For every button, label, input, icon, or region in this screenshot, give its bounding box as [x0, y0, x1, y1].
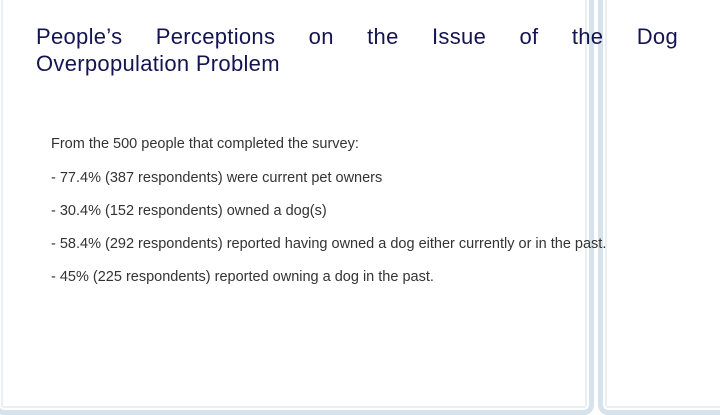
slide-title: People’s Perceptions on the Issue of the… — [36, 23, 678, 77]
bullet-pet-owners: - 77.4% (387 respondents) were current p… — [51, 170, 383, 186]
survey-intro: From the 500 people that completed the s… — [51, 136, 359, 152]
bullet-dog-owners: - 30.4% (152 respondents) owned a dog(s) — [51, 203, 327, 219]
slide-title-line-2: Overpopulation Problem — [36, 51, 280, 76]
slide-title-line-1: People’s Perceptions on the Issue of the… — [36, 24, 678, 49]
bullet-ever-owned-dog: - 58.4% (292 respondents) reported havin… — [51, 236, 607, 252]
slide-body: From the 500 people that completed the s… — [51, 134, 691, 300]
bullet-past-dog-owners: - 45% (225 respondents) reported owning … — [51, 269, 434, 285]
